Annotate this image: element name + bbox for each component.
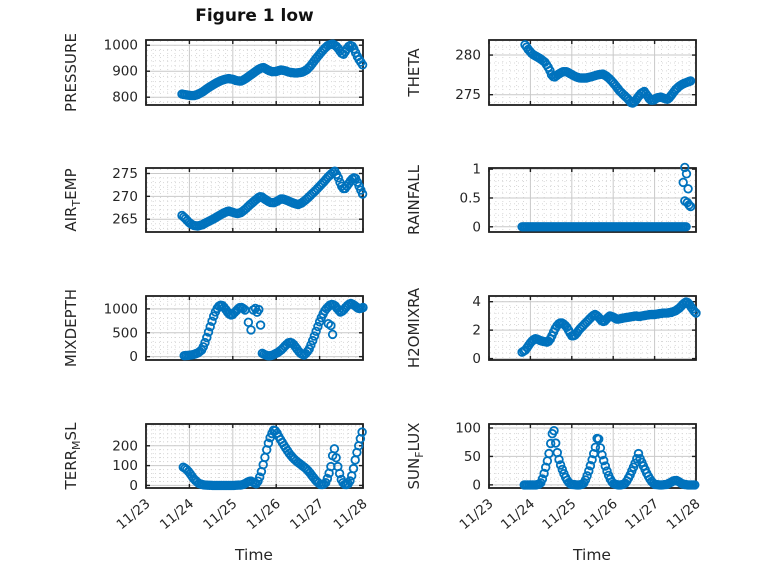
sun-flux-series [519,425,700,490]
svg-text:500: 500 [112,325,138,341]
pressure-series [177,39,368,101]
svg-text:275: 275 [112,166,138,182]
svg-text:0: 0 [472,219,481,235]
svg-text:11/26: 11/26 [244,496,284,533]
subplot-air-temp: 265 270 275 AIRTEMP [62,166,368,233]
axes-box [145,167,364,233]
theta-series [520,40,696,108]
svg-text:200: 200 [112,438,138,454]
y-tick-labels: 265 270 275 [112,166,138,228]
figure-title: Figure 1 low [195,6,314,26]
svg-text:0: 0 [129,349,138,365]
svg-text:270: 270 [112,189,138,205]
subplot-terr-msl: 0 100 200 11/23 11/24 11/25 11/26 11/27 11/28 TER… [62,422,371,533]
svg-text:1000: 1000 [104,301,138,317]
svg-text:2: 2 [472,323,481,339]
axes-box [488,295,697,361]
svg-text:11/27: 11/27 [622,496,662,533]
svg-text:11/24: 11/24 [157,496,197,533]
svg-text:11/25: 11/25 [539,496,579,533]
y-axis-label-air-temp: AIRTEMP [62,168,83,231]
mixdepth-series [179,298,368,361]
subplot-mixdepth: 0 500 1000 MIXDEPTH [62,289,368,367]
tick-marks [488,296,697,360]
x-tick-labels: 11/23 11/24 11/25 11/26 11/27 11/28 [456,496,703,533]
axes-box [145,295,364,361]
air-temp-series [177,166,368,231]
svg-text:11/24: 11/24 [498,496,538,533]
svg-text:1000: 1000 [104,38,138,54]
svg-text:50: 50 [464,449,481,465]
y-axis-label-theta: THETA [405,48,423,98]
svg-text:0.5: 0.5 [460,190,481,206]
y-tick-labels: 275 280 [455,48,481,104]
y-axis-label-terr-msl: TERRMSL [62,422,83,491]
y-tick-labels: 0 2 4 [472,294,481,367]
rainfall-series [517,162,696,232]
svg-text:4: 4 [472,294,481,310]
h2omixra-series [517,297,701,357]
svg-text:1: 1 [472,162,481,178]
y-axis-label-mixdepth: MIXDEPTH [62,289,80,367]
x-axis-label-right: Time [573,546,611,564]
svg-text:11/28: 11/28 [330,496,370,533]
minor-grid [490,169,695,231]
y-axis-label-sun-flux: SUNFLUX [405,423,426,490]
subplot-sun-flux: 0 50 100 11/23 11/24 11/25 11/26 11/27 11/28 SUNF… [405,420,704,533]
svg-text:0: 0 [472,351,481,367]
subplot-pressure: 800 900 1000 PRESSURE [62,33,368,112]
y-tick-labels: 800 900 1000 [104,38,138,106]
subplot-theta: 275 280 THETA [405,39,697,108]
y-tick-labels: 0 50 100 [455,420,481,493]
x-axis-label-left: Time [235,546,273,564]
tick-marks [145,40,364,105]
svg-text:800: 800 [112,90,138,106]
svg-text:11/23: 11/23 [456,496,496,533]
svg-text:11/23: 11/23 [113,496,153,533]
tick-marks [145,424,364,488]
y-tick-labels: 0 100 200 [112,438,138,494]
y-tick-labels: 00.51 [460,162,481,236]
svg-text:0: 0 [472,477,481,493]
x-tick-labels: 11/23 11/24 11/25 11/26 11/27 11/28 [113,496,370,533]
y-axis-label-pressure: PRESSURE [62,33,80,112]
major-grid [489,296,696,360]
y-tick-labels: 0 500 1000 [104,301,138,365]
svg-text:280: 280 [455,48,481,64]
y-axis-label-h2omixra: H2OMIXRA [405,287,423,368]
subplot-h2omixra: 0 2 4 H2OMIXRA [405,287,701,368]
svg-text:11/25: 11/25 [200,496,240,533]
terr-msl-series [178,425,367,491]
axes-box [488,39,697,106]
svg-text:100: 100 [112,458,138,474]
svg-text:265: 265 [112,212,138,228]
axes-box [488,167,697,233]
svg-text:11/27: 11/27 [287,496,327,533]
svg-text:11/26: 11/26 [581,496,621,533]
svg-text:900: 900 [112,64,138,80]
svg-text:0: 0 [129,478,138,494]
svg-text:275: 275 [455,87,481,103]
axes-box [145,39,364,106]
svg-text:11/28: 11/28 [663,496,703,533]
svg-text:100: 100 [455,420,481,436]
y-axis-label-rainfall: RAINFALL [405,164,423,235]
tick-marks [488,40,697,105]
